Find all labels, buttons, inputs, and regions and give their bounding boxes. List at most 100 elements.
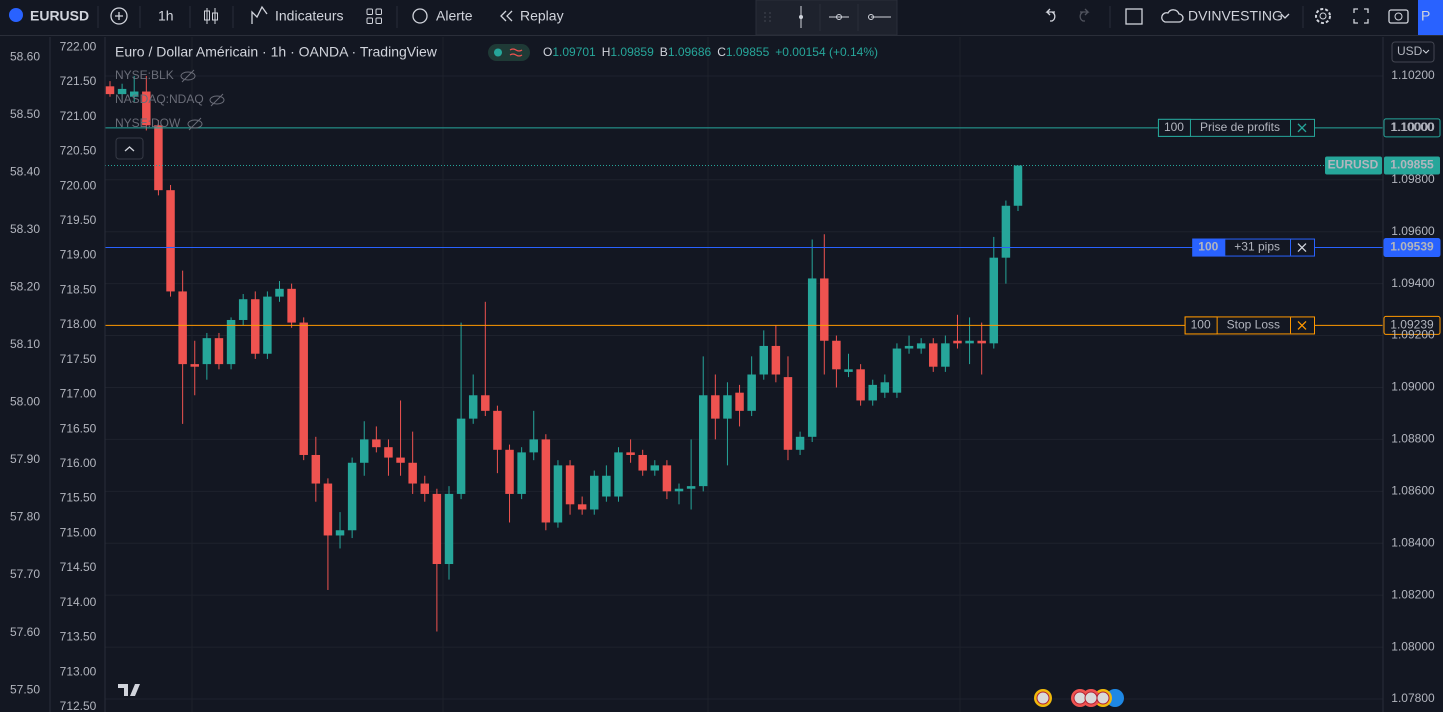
left-tick-label: 721.50 — [60, 74, 97, 88]
plot — [105, 75, 1023, 632]
order-name: Stop Loss — [1227, 318, 1280, 332]
candle-body — [795, 436, 805, 450]
ohlc-value: 1.09859 — [610, 45, 654, 59]
publish-button[interactable]: P — [1418, 0, 1443, 35]
cloud-icon — [1161, 9, 1184, 23]
ohlc-value: 1.09686 — [668, 45, 712, 59]
left-tick-label: 57.80 — [10, 510, 40, 524]
candle-body — [929, 343, 938, 367]
candle-body — [384, 447, 393, 458]
left-tick-label: 715.00 — [60, 525, 97, 539]
candle-body — [807, 278, 817, 437]
symbol-button[interactable]: EURUSD — [9, 8, 89, 24]
economic-events[interactable] — [1034, 689, 1124, 707]
ohlc-values: O1.09701 H1.09859 B1.09686 C1.09855 +0.00154… — [543, 45, 878, 59]
indicators-button[interactable]: Indicateurs — [251, 5, 343, 24]
left-tick-label: 58.00 — [10, 395, 40, 409]
order-tag[interactable]: 100 +31 pips — [1192, 238, 1315, 257]
axes: 1.10200 1.10000 1.09800 1.09600 1.09400 1.092… — [10, 39, 1435, 712]
y-tick-label: 1.09000 — [1391, 380, 1435, 394]
order-price-tag — [1383, 118, 1441, 138]
candle-body — [590, 475, 599, 510]
alert-button[interactable]: Alerte — [412, 8, 473, 24]
status-dot — [494, 48, 502, 57]
alert-label: Alerte — [436, 8, 473, 24]
order-name: Prise de profits — [1200, 120, 1280, 134]
interval[interactable]: 1h — [158, 8, 174, 24]
replay-button[interactable]: Replay — [500, 8, 564, 24]
horizontal-line-tool[interactable] — [829, 14, 849, 20]
order-price-label: 1.09539 — [1390, 240, 1434, 254]
left-tick-label: 716.50 — [60, 421, 97, 435]
compare-button[interactable] — [110, 7, 128, 25]
currency-label: USD — [1397, 44, 1423, 58]
visibility-icons[interactable] — [180, 69, 225, 131]
order-price-label: 1.10000 — [1390, 120, 1434, 134]
left-tick-label: 713.00 — [60, 664, 97, 678]
ohlc-value: 1.09855 — [726, 45, 770, 59]
order-price-label: 1.09239 — [1390, 318, 1434, 332]
candle-body — [553, 465, 563, 523]
left-tick-label: 719.00 — [60, 248, 97, 262]
order-tag[interactable]: 100 Stop Loss — [1184, 316, 1315, 335]
left-tick-label: 58.30 — [10, 222, 40, 236]
order-qty: 100 — [1198, 240, 1218, 254]
candle-body — [880, 382, 890, 393]
collapse-button[interactable] — [115, 137, 144, 160]
status-pill — [488, 44, 530, 61]
left-tick-label: 714.50 — [60, 560, 97, 574]
left-tick-label: 720.00 — [60, 178, 97, 192]
snapshot-button[interactable] — [1388, 9, 1409, 24]
left-tick-label: 712.50 — [60, 699, 97, 712]
candle-body — [408, 462, 417, 484]
currency-button[interactable]: USD — [1391, 41, 1435, 63]
candle-body — [432, 493, 442, 565]
y-tick-label: 1.08200 — [1391, 587, 1435, 601]
candle-body — [468, 395, 478, 419]
left-tick-label: 714.00 — [60, 595, 97, 609]
ohlc-key: C — [717, 45, 726, 59]
ohlc-key: O — [543, 45, 552, 59]
order-close — [1297, 243, 1307, 253]
order-price-tag — [1383, 238, 1441, 258]
indicators-icon — [251, 5, 268, 24]
overlay-name: NYSE:DOW — [115, 116, 181, 130]
y-tick-label: 1.08000 — [1391, 639, 1435, 653]
order-tag[interactable]: 100 Prise de profits — [1157, 118, 1315, 137]
candle-body — [299, 322, 308, 455]
candle-body — [892, 348, 902, 393]
order-close — [1297, 320, 1307, 330]
candle-body — [396, 457, 405, 463]
horizontal-ray-tool[interactable] — [868, 14, 892, 20]
order-name: +31 pips — [1234, 240, 1280, 254]
redo-button[interactable] — [1079, 8, 1090, 22]
candle-body — [251, 299, 260, 354]
vertical-line-tool[interactable] — [799, 6, 803, 28]
chart-type-button[interactable] — [204, 8, 218, 24]
candle-body — [602, 475, 611, 497]
candle-body — [481, 395, 490, 411]
left-tick-label: 717.50 — [60, 352, 97, 366]
publish-bg — [1418, 0, 1443, 35]
candle-body — [650, 465, 660, 471]
price-tag — [1384, 156, 1440, 175]
candle-body — [783, 377, 793, 450]
candle-icon — [212, 12, 218, 21]
candle-body — [844, 369, 853, 372]
templates-button[interactable] — [366, 8, 382, 24]
settings-button[interactable] — [1315, 8, 1331, 24]
candle-body — [856, 369, 865, 401]
plus-icon — [110, 7, 128, 25]
candle-body — [335, 530, 345, 536]
candle-body — [989, 257, 999, 344]
account-button[interactable]: DVINVESTING — [1161, 8, 1290, 24]
layout-button[interactable] — [1125, 8, 1143, 25]
candle-body — [1001, 205, 1011, 258]
symbol-tag — [1325, 156, 1382, 175]
order-qty: 100 — [1164, 120, 1184, 134]
market-status[interactable] — [488, 44, 530, 61]
candle-body — [674, 488, 684, 492]
fullscreen-button[interactable] — [1353, 8, 1369, 24]
undo-button[interactable] — [1045, 8, 1056, 22]
